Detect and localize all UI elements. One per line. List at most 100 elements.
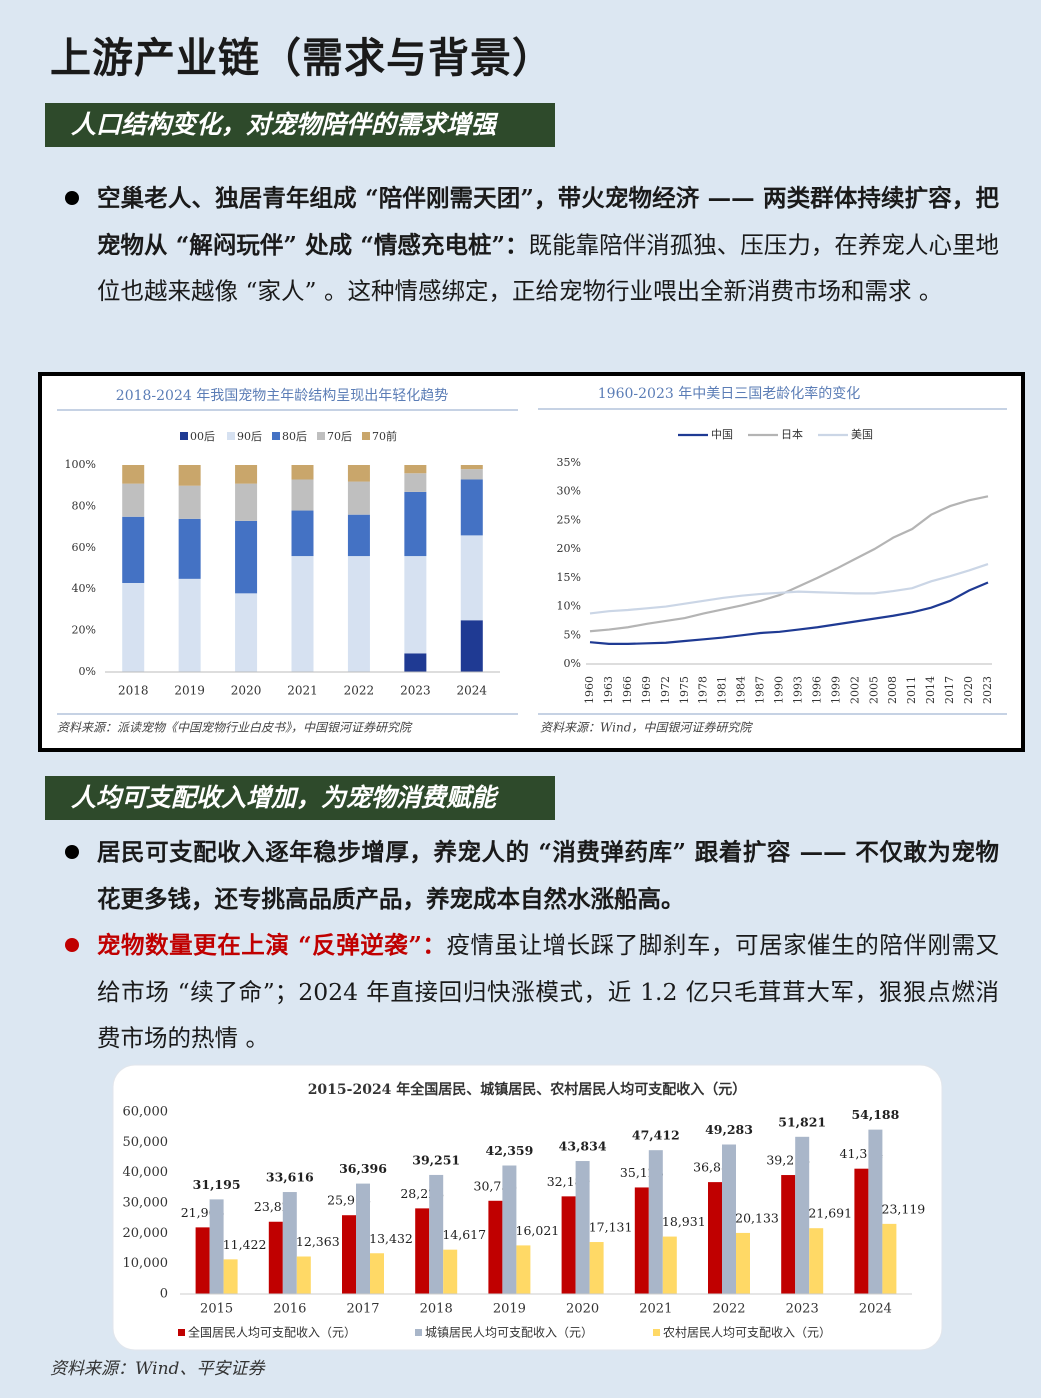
legend-label: 80后: [282, 430, 307, 443]
value-label: 31,195: [193, 1177, 241, 1192]
x-tick-label: 2002: [848, 676, 861, 704]
x-tick-label: 1987: [754, 676, 767, 704]
x-tick-label: 2021: [639, 1302, 672, 1317]
bar: [795, 1136, 810, 1294]
chart-source: 资料来源：派读宠物《中国宠物行业白皮书》，中国银河证券研究院: [57, 721, 413, 735]
page-title: 上游产业链（需求与背景）: [50, 34, 554, 82]
bullet: 空巢老人、独居青年组成 “陪伴刚需天团”，带火宠物经济 —— 两类群体持续扩容，…: [65, 175, 999, 315]
value-label: 33,616: [266, 1170, 314, 1185]
y-tick-label: 30,000: [123, 1196, 169, 1211]
legend-label: 70前: [372, 429, 397, 443]
chart-source: 资料来源：Wind、平安证券: [50, 1359, 265, 1379]
x-tick-label: 1966: [621, 676, 634, 704]
x-tick-label: 1993: [791, 676, 804, 704]
x-tick-label: 2020: [962, 676, 975, 704]
emphasis-text: 宠物数量更在上演 “反弹逆袭”：: [97, 931, 447, 959]
bar: [415, 1208, 430, 1294]
bar-segment: [122, 516, 145, 583]
bar: [342, 1215, 356, 1294]
y-tick-label: 80%: [72, 499, 96, 512]
bar-segment: [235, 520, 258, 594]
bar-segment: [235, 483, 258, 521]
legend-swatch: [317, 432, 325, 440]
section-heading: 人口结构变化，对宠物陪伴的需求增强: [45, 103, 555, 147]
x-tick-label: 2020: [566, 1302, 599, 1317]
legend-label: 日本: [781, 427, 803, 441]
x-tick-label: 2018: [420, 1302, 453, 1317]
legend-label: 中国: [711, 428, 733, 441]
bar: [561, 1196, 576, 1294]
value-label: 14,617: [442, 1227, 486, 1242]
bar-segment: [235, 593, 258, 672]
legend-label: 农村居民人均可支配收入（元）: [663, 1326, 831, 1340]
bar-segment: [122, 465, 145, 484]
bar-segment: [404, 491, 427, 557]
x-tick-label: 1975: [678, 676, 691, 704]
chart-title: 1960-2023 年中美日三国老龄化率的变化: [598, 385, 860, 402]
x-tick-label: 2019: [174, 684, 205, 698]
bullet: 居民可支配收入逐年稳步增厚，养宠人的 “消费弹药库” 跟着扩容 —— 不仅敢为宠…: [65, 829, 999, 922]
value-label: 18,931: [662, 1214, 706, 1229]
x-tick-label: 2022: [344, 684, 375, 698]
y-tick-label: 40%: [72, 582, 96, 595]
x-tick-label: 2017: [943, 676, 956, 704]
x-tick-label: 2005: [867, 676, 880, 704]
chart-source: 资料来源：Wind，中国银河证券研究院: [540, 721, 753, 735]
bar: [429, 1174, 444, 1294]
bar-segment: [347, 556, 370, 672]
legend-swatch: [653, 1329, 660, 1336]
x-tick-label: 1978: [697, 676, 710, 704]
bar-segment: [404, 473, 427, 492]
bar: [370, 1253, 384, 1294]
value-label: 23,119: [882, 1201, 926, 1216]
legend-label: 90后: [237, 430, 262, 443]
bar: [868, 1129, 883, 1294]
bar: [356, 1183, 370, 1294]
bar-segment: [404, 556, 427, 654]
y-tick-label: 0%: [79, 665, 96, 678]
bar-segment: [460, 469, 483, 480]
bar-segment: [347, 465, 370, 482]
legend-swatch: [180, 432, 188, 440]
value-label: 21,691: [808, 1206, 852, 1221]
y-tick-label: 100%: [65, 458, 96, 471]
value-label: 39,251: [412, 1152, 460, 1167]
bar-segment: [122, 483, 145, 517]
bar: [195, 1227, 210, 1294]
value-label: 20,133: [735, 1210, 779, 1225]
x-tick-label: 2014: [924, 676, 937, 704]
value-label: 12,363: [296, 1234, 340, 1249]
x-tick-label: 1972: [659, 676, 672, 704]
x-tick-label: 2020: [231, 684, 262, 698]
line-series: [589, 495, 989, 633]
bar: [648, 1150, 663, 1294]
bar-segment: [460, 465, 483, 470]
value-label: 54,188: [851, 1107, 899, 1122]
x-tick-label: 1963: [602, 676, 615, 704]
y-tick-label: 60%: [72, 541, 96, 554]
legend-swatch: [415, 1329, 422, 1336]
bullet: 宠物数量更在上演 “反弹逆袭”：疫情虽让增长踩了脚刹车，可居家催生的陪伴刚需又给…: [65, 922, 999, 1062]
bar-segment: [235, 465, 258, 484]
legend-swatch: [272, 432, 280, 440]
paragraph: 空巢老人、独居青年组成 “陪伴刚需天团”，带火宠物经济 —— 两类群体持续扩容，…: [65, 175, 999, 315]
bar: [502, 1165, 517, 1294]
value-label: 11,422: [223, 1237, 267, 1252]
y-tick-label: 10%: [557, 600, 581, 613]
chart-title: 2018-2024 年我国宠物主年龄结构呈现出年轻化趋势: [116, 388, 448, 404]
bar: [488, 1200, 503, 1294]
x-tick-label: 1969: [640, 676, 653, 704]
legend-swatch: [362, 432, 370, 440]
x-tick-label: 2018: [118, 684, 149, 698]
value-label: 13,432: [369, 1231, 413, 1246]
x-tick-label: 2008: [886, 676, 899, 704]
text: 疫情虽让增长踩了脚刹车，可居家催生的陪伴刚需又给市场 “续了命”；2024 年直…: [97, 931, 999, 1052]
x-tick-label: 2021: [287, 684, 318, 698]
bar-segment: [291, 479, 314, 511]
bar: [223, 1259, 238, 1294]
x-tick-label: 2017: [346, 1302, 379, 1317]
x-tick-label: 1960: [583, 676, 596, 704]
value-label: 51,821: [778, 1114, 826, 1129]
